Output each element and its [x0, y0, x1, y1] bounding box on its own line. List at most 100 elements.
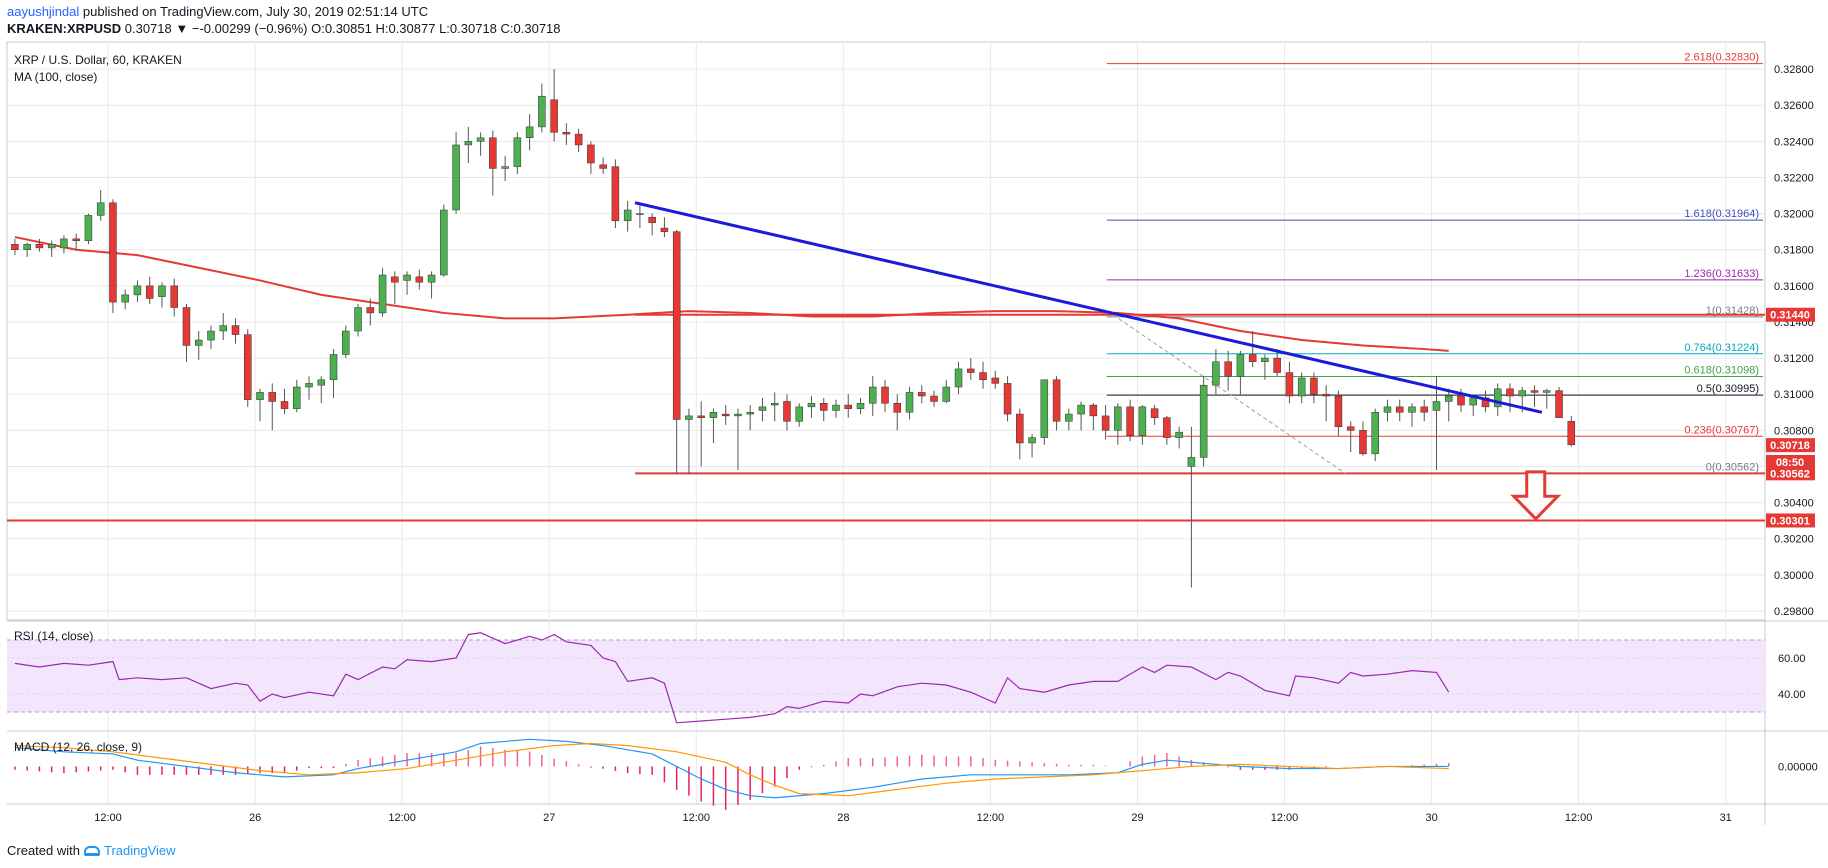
candle: [685, 408, 693, 474]
candle-body: [599, 164, 607, 169]
price-change: −-0.00299 (−0.96%): [191, 21, 308, 36]
candle: [770, 392, 779, 422]
rsi-tick-label: 40.00: [1778, 689, 1806, 701]
main-pane-frame: [6, 41, 1766, 621]
candle-body: [1052, 379, 1061, 422]
candle-body: [1273, 357, 1281, 373]
x-tick-label: 12:00: [388, 812, 416, 824]
candle-body: [562, 132, 571, 135]
candle-body: [942, 386, 951, 402]
candle: [1383, 399, 1392, 422]
drawn-lines[interactable]: [7, 236, 1765, 522]
price-badge: 0.31440: [1766, 307, 1815, 322]
x-tick-label: 12:00: [1271, 812, 1299, 824]
down-arrow-icon[interactable]: [1510, 470, 1562, 521]
candle-body: [1555, 390, 1563, 418]
candle-body: [464, 141, 473, 146]
candle-body: [1420, 406, 1428, 413]
macd-line: [14, 738, 1449, 799]
candle: [354, 303, 362, 337]
candle-body: [440, 209, 448, 276]
candle-body: [489, 137, 497, 169]
candle: [587, 141, 595, 174]
candle-body: [145, 285, 154, 299]
candle-body: [133, 285, 142, 296]
tradingview-brand[interactable]: TradingView: [103, 843, 176, 858]
candle: [1052, 376, 1061, 431]
candle: [1444, 388, 1453, 422]
candle: [513, 132, 522, 174]
publish-info: published on TradingView.com, July 30, 2…: [82, 4, 429, 19]
candle: [182, 303, 191, 362]
candle-body: [121, 294, 129, 303]
candle: [1077, 401, 1085, 431]
candle-body: [170, 285, 178, 308]
candle: [1359, 421, 1367, 456]
author-name[interactable]: aayushjindal: [7, 4, 80, 19]
price-badge-bg: [1766, 513, 1815, 528]
candle: [967, 358, 975, 380]
candle-body: [770, 403, 779, 406]
candle-body: [538, 95, 546, 128]
price-badge-bg: [1766, 466, 1815, 481]
candle: [268, 383, 277, 431]
candle-body: [660, 227, 669, 232]
candle-body: [881, 386, 889, 404]
candle: [391, 271, 399, 304]
candle: [403, 271, 411, 295]
candle-body: [967, 368, 975, 373]
candle: [1494, 383, 1502, 416]
candle-body: [158, 285, 166, 297]
candle-body: [1395, 406, 1404, 413]
candle-body: [783, 401, 791, 422]
candle-body: [918, 392, 926, 397]
candle-body: [550, 99, 558, 133]
overlay-drawings[interactable]: [634, 201, 1562, 521]
candle: [795, 403, 803, 427]
candle: [611, 159, 620, 229]
x-tick-label: 29: [1131, 812, 1143, 824]
candle-body: [819, 403, 828, 411]
candle-body: [109, 202, 117, 303]
y-tick-label: 0.29800: [1774, 606, 1814, 618]
candle-body: [991, 377, 1000, 384]
candle-body: [1444, 395, 1453, 402]
candle: [1285, 361, 1294, 404]
y-tick-label: 0.32000: [1774, 209, 1814, 221]
y-tick-label: 0.30200: [1774, 534, 1814, 546]
candle-body: [1224, 361, 1232, 377]
candle: [1346, 421, 1355, 453]
candle: [832, 399, 840, 418]
candle: [942, 379, 951, 404]
candle-body: [1530, 390, 1539, 393]
candle: [709, 408, 718, 443]
fib-level-label: 1.236(0.31633): [1684, 268, 1759, 280]
fib-level-label: 2.618(0.32830): [1684, 52, 1759, 64]
candle: [660, 217, 669, 238]
candle: [525, 114, 534, 151]
candle-body: [856, 403, 865, 409]
candle: [256, 388, 264, 422]
candle: [856, 397, 865, 415]
fib-swing-line[interactable]: [1112, 314, 1347, 475]
candle: [1101, 405, 1110, 440]
candle: [1420, 399, 1428, 422]
candle-body: [403, 274, 411, 281]
candle: [1555, 386, 1563, 418]
candle-body: [1138, 406, 1147, 437]
candle: [1150, 405, 1159, 425]
candle: [1138, 405, 1147, 445]
candle-body: [1469, 397, 1477, 406]
candle: [1273, 349, 1281, 377]
price-badge-bg: [1766, 307, 1815, 322]
candle: [991, 370, 1000, 389]
bearish-trendline[interactable]: [634, 201, 1543, 414]
y-tick-label: 0.31800: [1774, 245, 1814, 257]
y-tick-label: 0.31600: [1774, 281, 1814, 293]
publish-line: aayushjindal published on TradingView.co…: [7, 4, 428, 20]
y-tick-label: 0.32800: [1774, 64, 1814, 76]
pane-labels: XRP / U.S. Dollar, 60, KRAKEN MA (100, c…: [14, 53, 182, 754]
candle-body: [342, 330, 350, 355]
candle: [378, 267, 387, 317]
